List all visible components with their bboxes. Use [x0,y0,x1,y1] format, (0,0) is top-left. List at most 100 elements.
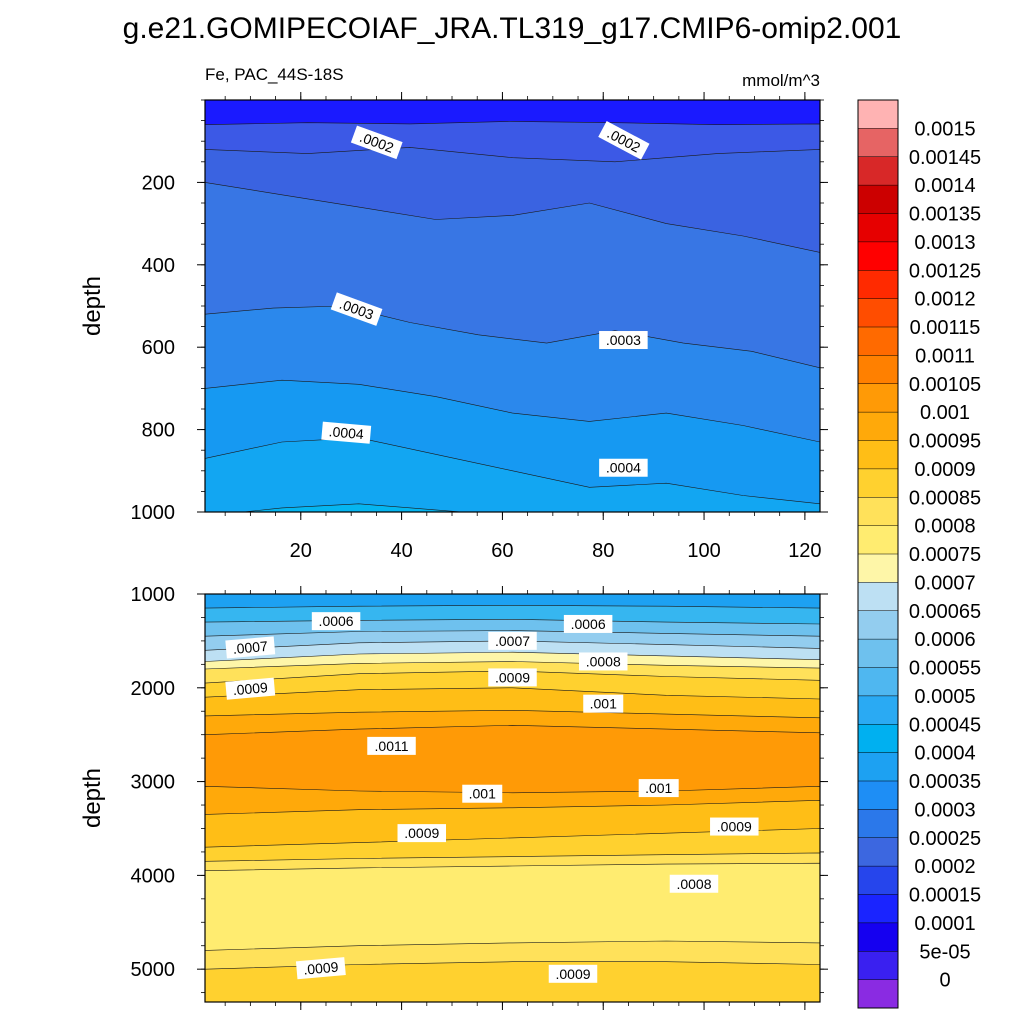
colorbar-label: 0.001 [920,402,970,424]
contour-label-box [321,421,372,444]
contour-label: .0007 [488,631,537,650]
contour-label: .0009 [488,668,537,687]
contour-label: .0011 [367,736,416,755]
plot-frame [204,593,821,1003]
colorbar-swatch [858,752,898,782]
colorbar-swatch [858,667,898,697]
contour-label-text: .0008 [586,653,621,669]
colorbar-swatch [858,639,898,668]
contour-label: .0009 [397,824,447,843]
colorbar-swatch [858,298,898,328]
contour-label-text: .0011 [375,738,409,754]
colorbar-swatch [858,809,898,839]
colorbar-label: 0.0011 [915,345,975,367]
colorbar-label: 0.0002 [914,856,975,878]
colorbar-swatch [858,468,898,498]
colorbar-label: 0.00075 [909,544,981,566]
contour-label-box [488,668,537,687]
y-tick-label: 5000 [131,959,176,981]
contour-label-box [563,614,613,633]
y-tick-label: 600 [142,337,175,359]
colorbar-label: 0.0014 [914,175,975,197]
contour-label-box [710,817,759,836]
colorbar-swatch [858,894,898,924]
contour-label-text: .0004 [328,423,365,442]
contour-label-text: .0009 [555,966,590,982]
colorbar-label: 0.00045 [909,714,981,736]
colorbar-label: 0.0004 [914,743,975,765]
colorbar-label: 0.0003 [914,799,975,821]
x-tick-label: 120 [788,540,821,562]
contour-label-box [311,612,361,631]
contour-label-box [583,694,624,713]
contour-label-text: .001 [469,786,496,802]
colorbar-swatch [858,213,898,243]
contour-label-text: .0009 [303,959,340,978]
contour-label: .001 [638,779,679,798]
contour-label-box [330,292,383,326]
contour-label-box [599,331,648,350]
colorbar-swatch [858,156,898,186]
contour-label: .0003 [599,331,648,350]
y-tick-label: 4000 [131,865,176,887]
contour-label-text: .001 [590,696,617,712]
y-tick-label: 200 [142,172,175,194]
contour-label-box [225,677,276,700]
colorbar-swatch [858,355,898,385]
y-tick-label: 2000 [131,678,176,700]
colorbar-swatch [858,554,898,583]
contour-label: .0009 [710,817,759,836]
contour-label-box [462,784,503,803]
colorbar-label: 0.00145 [909,147,981,169]
contour-label-text: .0008 [676,876,711,892]
chart-title: g.e21.GOMIPECOIAF_JRA.TL319_g17.CMIP6-om… [123,12,902,45]
contour-label-box [350,125,403,160]
contour-band [205,961,820,1002]
contour-label: .0009 [295,957,346,980]
x-tick-label: 40 [390,540,412,562]
colorbar-swatch [858,241,898,271]
contour-label-box [669,874,719,893]
contour-label-text: .0009 [717,819,752,835]
variable-label: Fe, PAC_44S-18S [205,65,344,84]
colorbar-swatch [858,979,898,1009]
colorbar-label: 0.0009 [914,459,975,481]
colorbar-label: 0.0006 [914,629,975,651]
colorbar-swatch [858,695,898,725]
y-axis-label: depth [79,768,106,828]
units-label: mmol/m^3 [742,71,820,90]
contour-label-box [225,636,276,659]
contour-label-box [638,779,679,798]
y-tick-label: 400 [142,255,175,277]
y-tick-label: 1000 [131,584,176,606]
contour-label: .0008 [578,652,628,671]
contour-label: .0008 [669,874,719,893]
colorbar-label: 0.00125 [909,260,981,282]
contour-label: .0009 [225,677,276,700]
lower-panel: 1000 2000 3000 4000 5000 depth .0006 .0006 .0007… [79,584,828,1010]
contour-label-box [548,964,598,983]
x-tick-label: 20 [290,540,312,562]
contour-label: .0006 [563,614,613,633]
colorbar-label: 0.00135 [909,204,981,226]
colorbar-label: 0.00055 [909,658,981,680]
contour-label-text: .001 [645,780,672,796]
colorbar-label: 0.00105 [909,374,981,396]
colorbar-swatch [858,582,898,612]
contour-band [240,503,466,512]
contour-label-box [367,736,416,755]
colorbar-label: 0.0013 [914,232,975,254]
contour-label-box [488,631,537,650]
colorbar-label: 0 [939,970,950,992]
contour-label: .0004 [321,421,372,444]
colorbar-swatch [858,724,898,754]
y-tick-label: 3000 [131,772,176,794]
colorbar-swatch [858,327,898,356]
colorbar-swatch [858,781,898,810]
colorbar-swatch [858,866,898,895]
colorbar-label: 0.0007 [914,572,975,594]
contour-label-text: .0009 [495,669,530,685]
colorbar-label: 0.0005 [914,686,975,708]
colorbar-label: 0.0008 [914,516,975,538]
